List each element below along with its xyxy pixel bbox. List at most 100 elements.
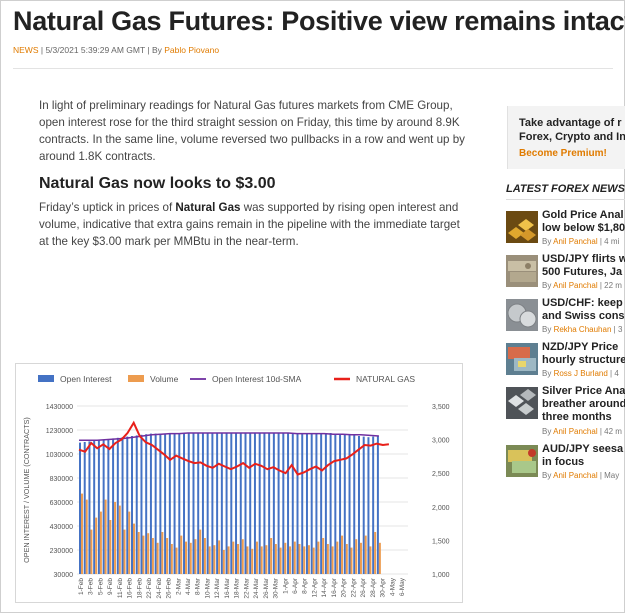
natural-gas-line <box>78 420 390 476</box>
x-tick-label: 18-Feb <box>136 578 143 599</box>
news-item[interactable]: Gold Price Anal low below $1,80 By Anil … <box>506 208 625 256</box>
article-body: In light of preliminary readings for Nat… <box>39 97 469 250</box>
volume-bar <box>246 546 249 574</box>
legend-label: Open Interest 10d-SMA <box>212 374 302 384</box>
news-title[interactable]: USD/JPY flirts w <box>542 253 625 265</box>
volume-bar <box>227 546 230 574</box>
open-interest-bar <box>310 433 313 574</box>
open-interest-bar <box>235 433 238 574</box>
news-title[interactable]: in focus <box>542 456 585 468</box>
volume-bar <box>232 541 235 574</box>
category-link[interactable]: NEWS <box>13 45 39 55</box>
news-title[interactable]: Silver Price Ana <box>542 385 625 397</box>
open-interest-bar <box>97 440 100 574</box>
become-premium-link[interactable]: Become Premium! <box>519 148 607 159</box>
volume-bar <box>364 535 367 574</box>
volume-bar <box>199 529 202 574</box>
volume-bar <box>274 544 277 574</box>
news-item[interactable]: USD/CHF: keep and Swiss cons By Rekha Ch… <box>506 296 625 344</box>
volume-bar <box>180 535 183 574</box>
author-link[interactable]: Anil Panchal <box>553 427 598 436</box>
volume-bar <box>95 517 98 574</box>
news-item[interactable]: Silver Price Ana breather around three m… <box>506 384 625 440</box>
volume-bar <box>90 529 93 574</box>
y-tick-label-left: 1430000 <box>46 404 73 411</box>
news-title[interactable]: USD/CHF: keep <box>542 297 623 309</box>
byline-label: By <box>151 45 162 55</box>
open-interest-bar <box>93 440 96 574</box>
volume-bar <box>161 532 164 574</box>
author-link[interactable]: Pablo Piovano <box>164 45 220 55</box>
news-title[interactable]: low below $1,80 <box>542 222 625 234</box>
open-interest-bar <box>315 433 318 574</box>
x-tick-label: 8-Apr <box>302 577 309 594</box>
volume-bar <box>114 502 117 574</box>
news-time: 42 m <box>604 427 622 436</box>
news-title[interactable]: AUD/JPY seesa <box>542 443 624 455</box>
x-tick-label: 24-Feb <box>156 578 163 599</box>
volume-bar <box>241 539 244 574</box>
news-title[interactable]: three months <box>542 411 612 423</box>
volume-bar <box>350 547 353 574</box>
franc-coins-thumbnail <box>506 299 538 331</box>
volume-bar <box>208 546 211 574</box>
author-link[interactable]: Rekha Chauhan <box>553 325 612 334</box>
meta-separator: | <box>147 45 152 55</box>
volume-bar <box>317 541 320 574</box>
open-interest-bar <box>376 436 379 574</box>
news-title[interactable]: breather around <box>542 398 625 410</box>
open-interest-bar <box>244 433 247 574</box>
open-interest-bar <box>348 434 351 574</box>
open-interest-bar <box>178 433 181 574</box>
news-item[interactable]: AUD/JPY seesa in focus By Anil Panchal |… <box>506 442 625 490</box>
byline-label: By <box>542 325 552 334</box>
volume-bar <box>194 539 197 574</box>
volume-bar <box>118 505 121 574</box>
byline-label: By <box>542 369 552 378</box>
paragraph-bold-text: Natural Gas <box>175 201 241 214</box>
volume-bar <box>213 545 216 574</box>
news-title[interactable]: Gold Price Anal <box>542 209 624 221</box>
open-interest-bar <box>154 433 157 574</box>
open-interest-bar <box>301 433 304 574</box>
volume-bar <box>255 541 258 574</box>
open-interest-bar <box>197 433 200 574</box>
news-title[interactable]: 500 Futures, Ja <box>542 266 623 278</box>
open-interest-bar <box>168 433 171 574</box>
volume-bar <box>175 547 178 574</box>
byline-label: By <box>542 237 552 246</box>
news-time: 4 mi <box>604 237 620 246</box>
news-title[interactable]: hourly structure <box>542 354 625 366</box>
x-tick-label: 28-Apr <box>370 577 377 597</box>
news-time: May <box>604 471 620 480</box>
author-link[interactable]: Anil Panchal <box>553 471 598 480</box>
open-interest-bar <box>140 434 143 574</box>
news-item[interactable]: USD/JPY flirts w 500 Futures, Ja By Anil… <box>506 252 625 300</box>
news-title[interactable]: and Swiss cons <box>542 310 625 322</box>
gold-bars-thumbnail <box>506 211 538 243</box>
open-interest-bar <box>296 433 299 574</box>
open-interest-bar <box>121 437 124 574</box>
open-interest-bar <box>239 433 242 574</box>
volume-bar <box>237 544 240 574</box>
x-tick-label: 16-Apr <box>331 577 338 597</box>
author-link[interactable]: Anil Panchal <box>553 281 598 290</box>
news-time: 3 <box>617 325 623 334</box>
news-byline: By Anil Panchal | 22 m <box>542 281 622 290</box>
y-tick-label-left: 430000 <box>50 524 73 531</box>
news-item[interactable]: NZD/JPY Price hourly structure By Ross J… <box>506 340 625 388</box>
open-interest-bar <box>173 433 176 574</box>
news-title[interactable]: NZD/JPY Price <box>542 341 619 353</box>
legend-swatch <box>128 375 144 382</box>
news-time: 22 m <box>604 281 622 290</box>
silver-bars-thumbnail <box>506 387 538 419</box>
author-link[interactable]: Ross J Burland <box>553 369 608 378</box>
volume-bar <box>142 535 145 574</box>
volume-bar <box>265 545 268 574</box>
open-interest-bar <box>372 436 375 574</box>
volume-bar <box>293 541 296 574</box>
volume-bar <box>189 542 192 574</box>
legend-label: Volume <box>150 374 179 384</box>
author-link[interactable]: Anil Panchal <box>553 237 598 246</box>
byline-label: By <box>542 471 552 480</box>
